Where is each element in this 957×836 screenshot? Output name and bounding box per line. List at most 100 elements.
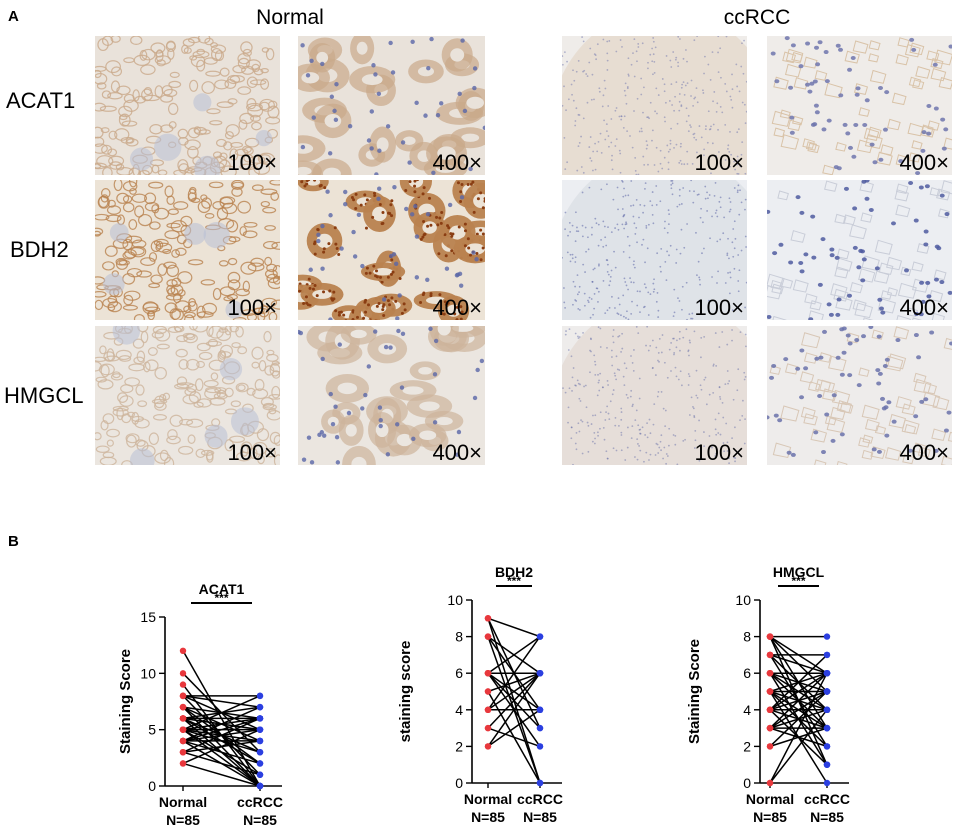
magnification-label: 400× — [432, 295, 482, 320]
ccrcc-point — [256, 771, 264, 778]
sample-size-label: N=85 — [166, 812, 200, 828]
normal-point — [179, 737, 187, 745]
y-tick-label: 4 — [743, 702, 751, 718]
magnification-label: 400× — [432, 440, 482, 465]
y-tick-label: 5 — [148, 722, 156, 738]
panel-b-letter: B — [8, 533, 19, 550]
ccrcc-point — [256, 737, 264, 745]
group-title-normal: Normal — [256, 6, 324, 29]
y-tick-label: 0 — [743, 775, 751, 791]
pair-line — [769, 690, 828, 747]
normal-point — [766, 743, 774, 750]
magnification-label: 100× — [694, 440, 744, 465]
magnification-label: 400× — [899, 440, 949, 465]
significance-label: *** — [214, 591, 228, 605]
y-tick-label: 2 — [455, 738, 463, 754]
sample-size-label: N=85 — [810, 809, 844, 825]
x-category-label: Normal — [746, 791, 794, 807]
ccrcc-point — [823, 779, 831, 787]
normal-point — [179, 692, 187, 700]
pair-line — [487, 617, 541, 638]
normal-point — [766, 670, 774, 677]
micrograph-tile: 400× — [298, 36, 485, 175]
sample-size-label: N=85 — [243, 812, 277, 828]
pair-line — [182, 695, 261, 731]
ccrcc-point — [536, 724, 544, 732]
y-tick-label: 10 — [447, 592, 463, 608]
ccrcc-point — [823, 688, 831, 695]
y-tick-label: 8 — [455, 629, 463, 645]
sample-size-label: N=85 — [471, 809, 505, 825]
pair-line — [769, 672, 828, 711]
y-tick-label: 8 — [743, 629, 751, 645]
ccrcc-point — [256, 782, 264, 790]
micrograph-tile: 100× — [95, 36, 280, 175]
normal-point — [766, 633, 774, 640]
normal-point — [484, 670, 492, 677]
micrograph-tile: 400× — [298, 180, 485, 320]
micrograph-tile: 100× — [95, 180, 280, 320]
normal-point — [179, 726, 187, 733]
chart-acat1: 0 5 10 15 Normal N=85 ccRCC N=85 Staining Score A… — [117, 581, 283, 828]
group-title-ccrcc: ccRCC — [723, 6, 791, 29]
normal-point — [484, 743, 492, 750]
pair-line — [487, 635, 541, 674]
ccrcc-point — [256, 749, 264, 756]
magnification-label: 100× — [694, 150, 744, 175]
ccrcc-point — [256, 715, 264, 722]
ccrcc-point — [256, 692, 264, 700]
magnification-label: 100× — [694, 295, 744, 320]
chart-title: ACAT1 — [199, 581, 245, 597]
pair-line — [487, 727, 541, 748]
micrograph-tile: 100× — [562, 180, 747, 320]
chart-title: HMGCL — [773, 564, 825, 580]
y-tick-label: 0 — [148, 778, 156, 794]
chart-title: BDH2 — [495, 564, 533, 580]
pair-line — [182, 706, 261, 742]
ccrcc-point — [823, 633, 831, 640]
magnification-label: 400× — [432, 150, 482, 175]
pair-line — [769, 635, 828, 674]
ccrcc-point — [536, 706, 544, 713]
pair-line — [487, 709, 541, 748]
x-category-label: ccRCC — [517, 791, 563, 807]
x-category-label: Normal — [159, 794, 207, 810]
pair-line — [182, 717, 261, 753]
normal-point — [766, 688, 774, 695]
pair-line — [769, 672, 828, 729]
magnification-label: 100× — [227, 295, 277, 320]
pair-line — [182, 762, 261, 787]
micrograph-tile: 400× — [298, 326, 485, 465]
normal-point — [179, 670, 187, 677]
magnification-label: 400× — [899, 295, 949, 320]
normal-point — [179, 681, 187, 688]
sample-size-label: N=85 — [753, 809, 787, 825]
pair-line — [487, 672, 541, 729]
ccrcc-point — [823, 761, 831, 768]
normal-point — [179, 715, 187, 722]
x-category-label: ccRCC — [237, 794, 283, 810]
panel-a-letter: A — [8, 8, 19, 25]
normal-point — [484, 706, 492, 713]
pair-line — [769, 727, 828, 748]
normal-point — [484, 688, 492, 695]
y-tick-label: 0 — [455, 775, 463, 791]
ccrcc-point — [536, 670, 544, 677]
ccrcc-point — [823, 724, 831, 732]
ccrcc-point — [256, 703, 264, 711]
micrograph-tile: 100× — [562, 36, 747, 175]
ccrcc-point — [256, 760, 264, 767]
y-tick-label: 6 — [455, 665, 463, 681]
normal-point — [484, 615, 492, 622]
magnification-label: 100× — [227, 440, 277, 465]
micrograph-tile: 100× — [562, 326, 747, 465]
ccrcc-point — [536, 779, 544, 787]
chart-bdh2: 0 2 4 6 8 10 Normal N=85 ccRCC N=85 staining score… — [397, 564, 563, 825]
pair-line — [769, 654, 828, 711]
ccrcc-point — [823, 670, 831, 677]
sample-size-label: N=85 — [523, 809, 557, 825]
y-tick-label: 10 — [735, 592, 751, 608]
pair-line — [487, 672, 541, 693]
significance-label: *** — [791, 574, 805, 588]
pair-line — [487, 672, 541, 711]
